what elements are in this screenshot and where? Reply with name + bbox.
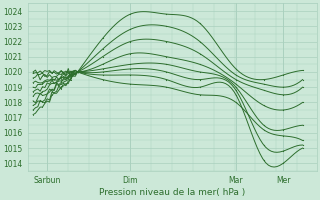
X-axis label: Pression niveau de la mer( hPa ): Pression niveau de la mer( hPa ) <box>99 188 245 197</box>
